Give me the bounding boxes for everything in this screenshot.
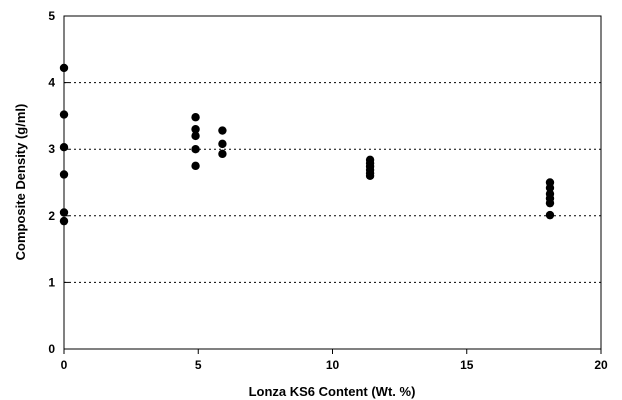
- y-tick-label: 0: [48, 342, 55, 356]
- x-tick-label: 5: [195, 358, 202, 372]
- data-point: [191, 125, 200, 134]
- data-point: [59, 143, 69, 152]
- data-point: [191, 113, 200, 122]
- data-point: [59, 216, 69, 226]
- plot-frame: [63, 15, 602, 350]
- data-point: [545, 183, 555, 193]
- data-point: [191, 145, 200, 154]
- data-point: [59, 208, 69, 217]
- y-tick-label: 5: [48, 9, 55, 23]
- x-tick-label: 20: [594, 358, 608, 372]
- data-point: [365, 171, 375, 181]
- data-points: [59, 63, 555, 226]
- y-tick-label: 1: [48, 275, 55, 289]
- data-point: [191, 131, 200, 141]
- y-tick-label: 4: [48, 76, 55, 90]
- data-point: [218, 126, 227, 135]
- y-tick-label: 3: [48, 142, 55, 156]
- data-point: [191, 161, 200, 171]
- x-axis-title: Lonza KS6 Content (Wt. %): [249, 384, 416, 399]
- data-point: [59, 63, 69, 73]
- y-tick-label: 2: [48, 209, 55, 223]
- x-tick-label: 15: [460, 358, 474, 372]
- data-point: [59, 170, 69, 179]
- y-axis-title: Composite Density (g/ml): [13, 104, 28, 261]
- x-tick-label: 0: [61, 358, 68, 372]
- data-point: [218, 149, 227, 159]
- x-tick-label: 10: [326, 358, 340, 372]
- axis-ticks: 0 1 2 3 4 5 0 5 10 15 20: [48, 9, 608, 372]
- gridlines: [64, 82, 601, 283]
- data-point: [545, 198, 555, 208]
- data-point: [218, 139, 227, 149]
- data-point: [59, 110, 69, 119]
- data-point: [545, 210, 555, 220]
